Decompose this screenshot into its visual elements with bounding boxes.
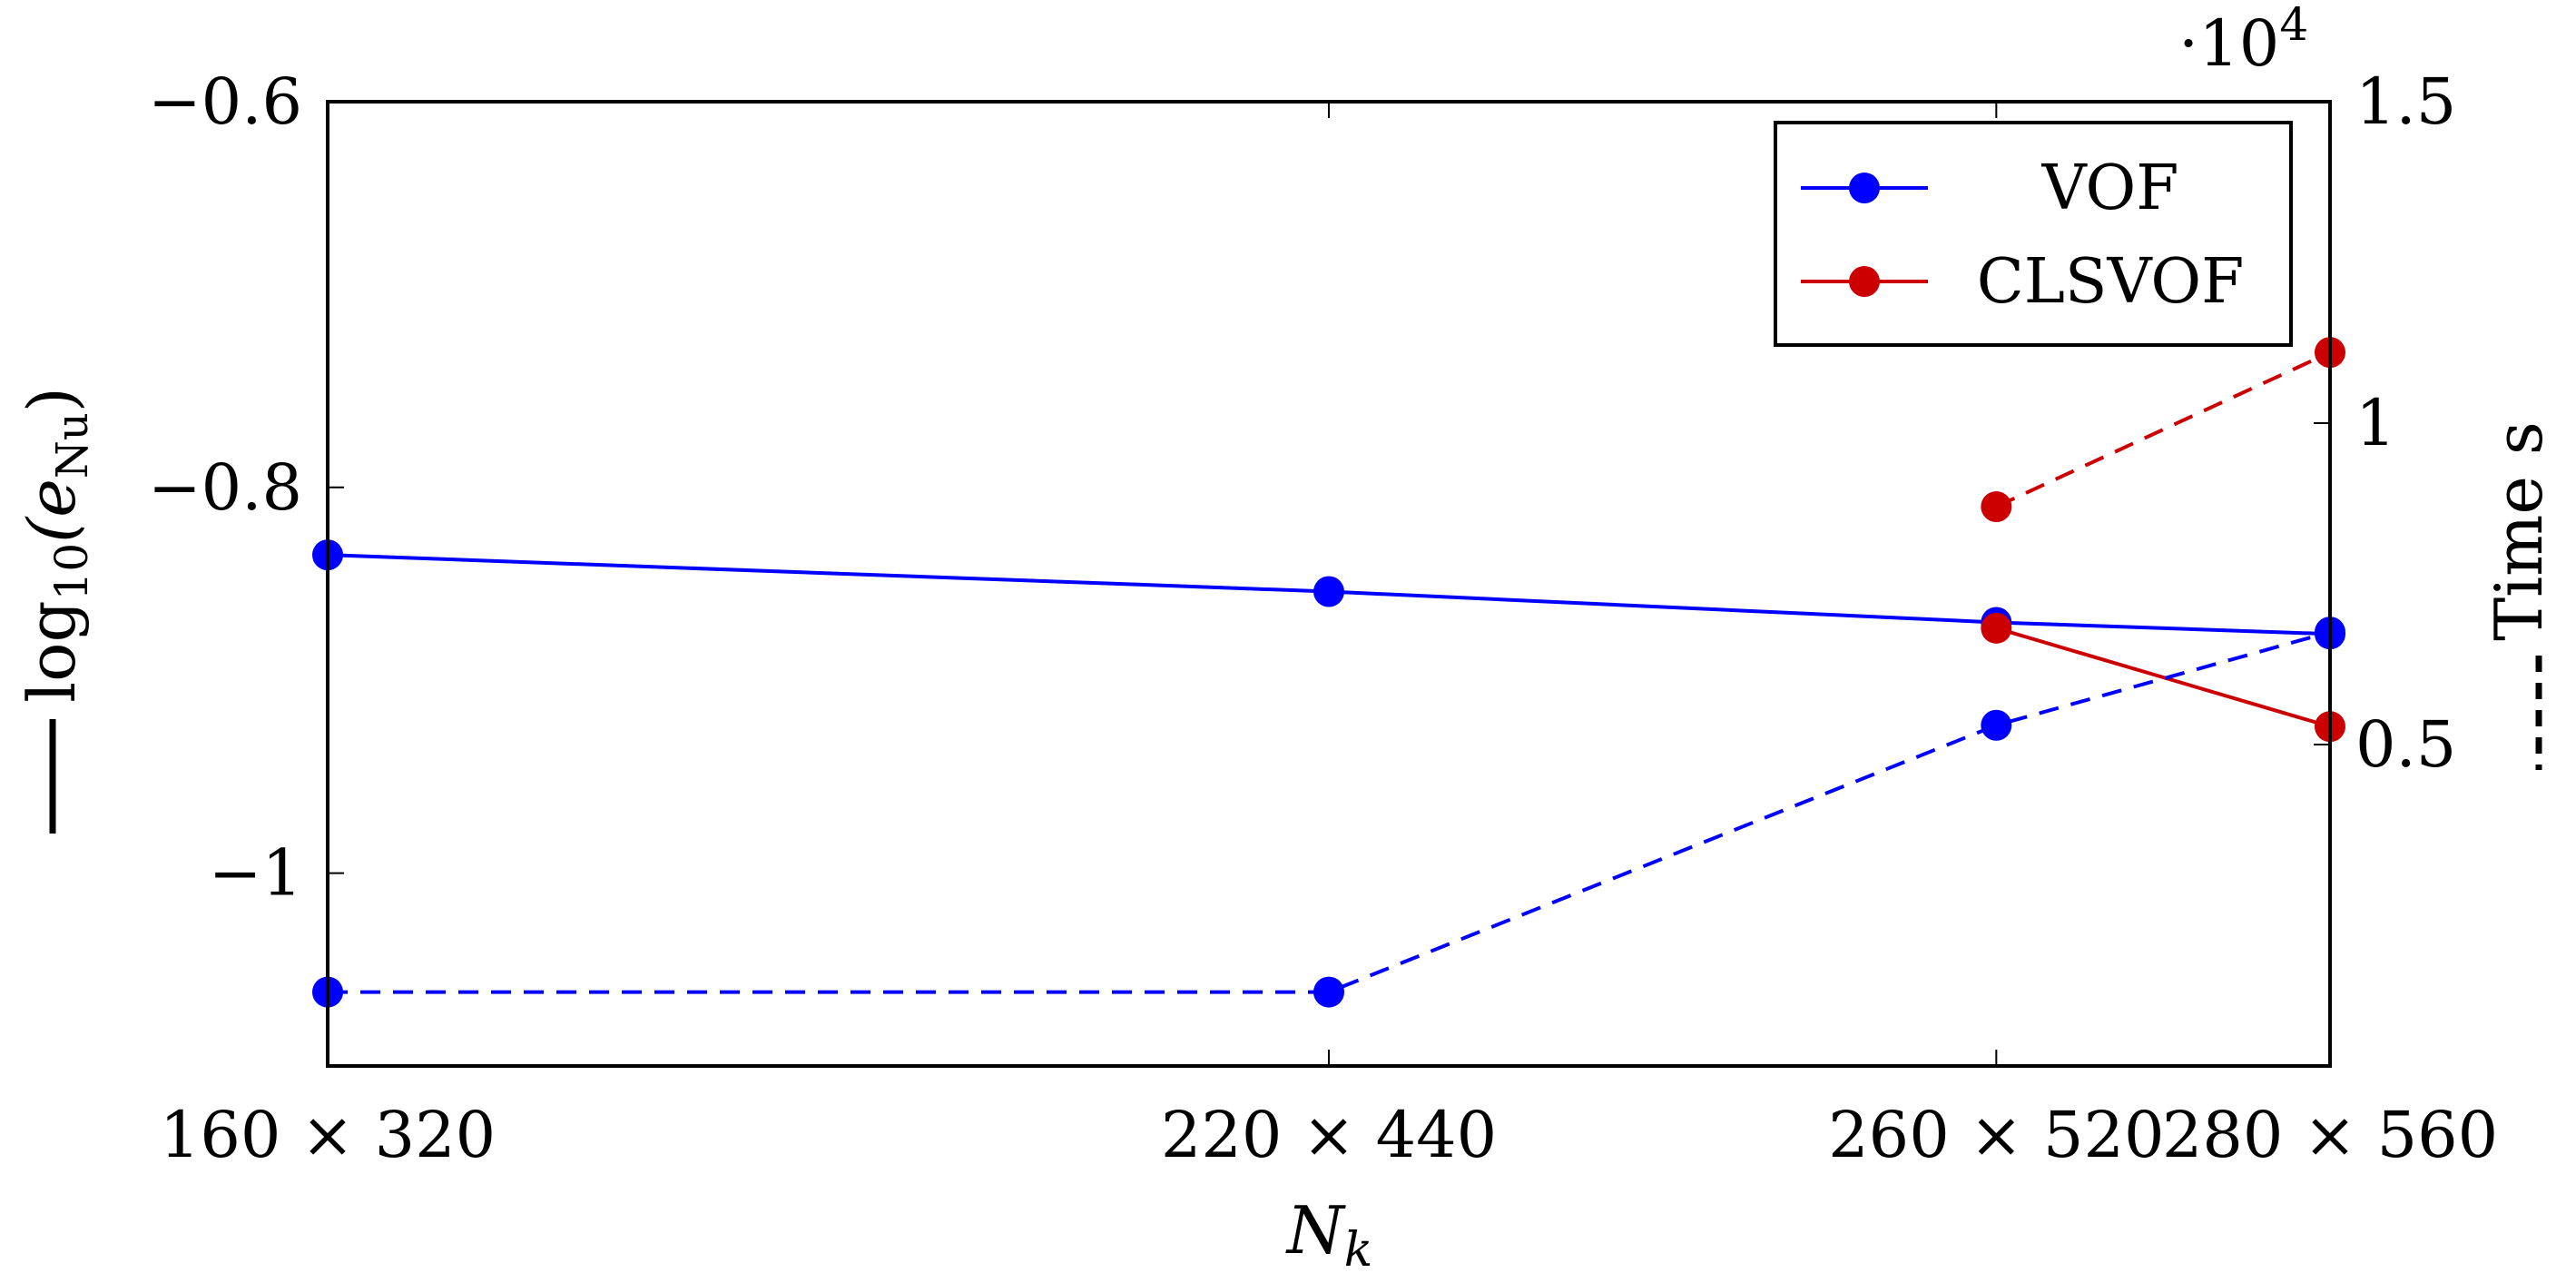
right-axis-multiplier-exp: 4 [2279, 0, 2308, 51]
series-layer [312, 337, 2345, 1008]
legend: VOF CLSVOF [1774, 121, 2293, 347]
right-axis-multiplier: ·104 [2178, 0, 2308, 81]
left-y-label-log: log [14, 600, 90, 702]
x-tick-label: 260 × 520 [1828, 1098, 2164, 1172]
right-y-tick-label: 1.5 [2355, 64, 2456, 139]
left-y-label-arg-sub: Nu [47, 412, 98, 479]
plot-frame [326, 100, 2332, 1068]
x-tick-label: 220 × 440 [1161, 1098, 1497, 1172]
left-y-axis-label: log10(eNu) [14, 387, 98, 703]
legend-box [1774, 121, 2293, 347]
legend-label-vof: VOF [2041, 153, 2179, 224]
data-point [1981, 709, 2012, 741]
legend-marker-vof [1849, 173, 1880, 203]
series-line [328, 630, 2331, 994]
left-y-tick-label: −0.8 [148, 450, 302, 525]
x-axis-label-main: N [1285, 1192, 1347, 1268]
series-3-dashed [1981, 337, 2345, 523]
series-2-dashed [312, 617, 2345, 1008]
left-y-label-close: ) [14, 387, 90, 412]
right-y-label-text: Time s [2481, 421, 2557, 641]
series-0-vof-solid [312, 539, 2345, 650]
left-y-tick-label: −0.6 [148, 64, 302, 139]
legend-entry-vof: VOF [1801, 153, 2178, 224]
right-y-axis-label: Time s [2481, 421, 2557, 641]
data-point [1981, 491, 2012, 523]
x-axis-label-sub: k [1344, 1223, 1373, 1273]
right-axis-multiplier-base: ·10 [2178, 6, 2279, 81]
legend-label-clsvof: CLSVOF [1977, 246, 2245, 318]
x-tick-label: 160 × 320 [160, 1098, 496, 1172]
legend-marker-clsvof [1849, 266, 1880, 297]
data-point [1313, 976, 1344, 1008]
x-axis-label: Nk [1285, 1192, 1373, 1273]
data-point [1313, 576, 1344, 607]
data-point [1981, 612, 2012, 644]
series-line [327, 553, 2331, 636]
left-y-label-base: 10 [45, 543, 98, 601]
right-y-tick-label: 1 [2355, 386, 2396, 460]
right-y-tick-label: 0.5 [2355, 707, 2456, 782]
series-line [1995, 350, 2331, 508]
x-tick-label: 280 × 560 [2162, 1098, 2498, 1172]
left-y-tick-label: −1 [209, 836, 302, 911]
series-line [1995, 626, 2331, 729]
legend-entry-clsvof: CLSVOF [1801, 246, 2244, 318]
left-y-label-arg: (e [14, 479, 90, 543]
svg-text:log10(eNu): log10(eNu) [14, 387, 98, 703]
